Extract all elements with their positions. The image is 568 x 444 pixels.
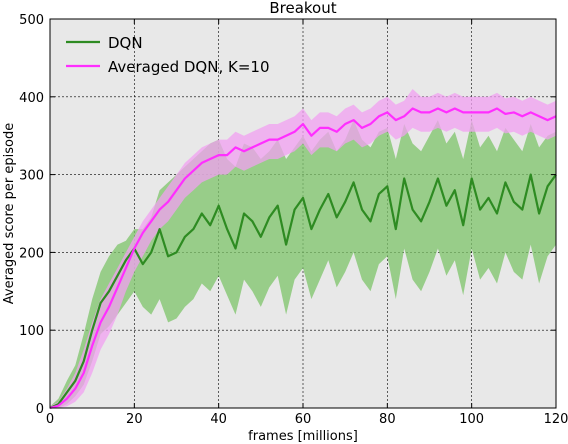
x-tick-label: 100 xyxy=(459,412,484,427)
series-lines xyxy=(49,107,557,410)
legend-label-0: DQN xyxy=(108,34,143,52)
x-axis-label: frames [millions] xyxy=(248,429,358,444)
series-line-1 xyxy=(49,107,557,410)
y-tick-label: 500 xyxy=(19,13,44,28)
y-tick-label: 200 xyxy=(19,246,44,261)
legend: DQN Averaged DQN, K=10 xyxy=(66,34,270,76)
y-tick-label: 0 xyxy=(36,402,44,417)
confidence-band-1 xyxy=(50,89,556,408)
x-tick-label: 120 xyxy=(544,412,568,427)
x-tick-label: 40 xyxy=(210,412,227,427)
x-tick-label: 0 xyxy=(46,412,54,427)
legend-label-1: Averaged DQN, K=10 xyxy=(108,58,270,76)
x-tick-label: 60 xyxy=(295,412,312,427)
chart-title: Breakout xyxy=(269,0,336,17)
y-tick-label: 100 xyxy=(19,324,44,339)
y-tick-label: 300 xyxy=(19,169,44,184)
x-tick-label: 20 xyxy=(126,412,143,427)
y-tick-label: 400 xyxy=(19,91,44,106)
axis-ticks: 0 20 40 60 80 100 120 0 100 200 300 400 500 xyxy=(19,13,568,427)
x-tick-label: 80 xyxy=(379,412,396,427)
y-axis-label: Averaged score per episode xyxy=(2,123,17,304)
